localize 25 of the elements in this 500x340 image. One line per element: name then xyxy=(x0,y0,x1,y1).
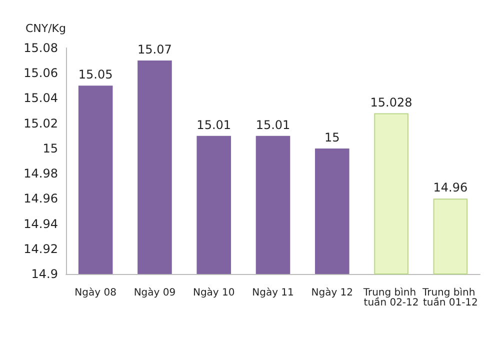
data-label: 15.07 xyxy=(138,42,172,57)
data-label: 15.028 xyxy=(370,95,412,110)
x-tick-label: Ngày 11 xyxy=(252,288,294,298)
x-tick-label: Trung bình tuần 01-12 xyxy=(421,288,478,308)
x-tick-label: Ngày 08 xyxy=(74,288,116,298)
y-tick-label: 14.94 xyxy=(24,216,58,231)
x-tick-label: Ngày 10 xyxy=(192,288,235,298)
data-label: 15 xyxy=(324,130,340,144)
y-tick-label: 15.02 xyxy=(24,116,58,130)
x-tick-label: Ngày 09 xyxy=(134,288,176,298)
data-label: 15.01 xyxy=(196,118,232,132)
x-tick-label: Ngày 12 xyxy=(311,288,354,298)
y-tick-label: 14.9 xyxy=(31,267,58,281)
y-tick-label: 14.96 xyxy=(24,192,58,206)
y-tick-label: 15.08 xyxy=(24,41,58,55)
x-tick-label: Trung bình tuần 02-12 xyxy=(362,288,420,308)
y-tick-label: 14.98 xyxy=(24,166,58,181)
y-tick-label: 15.06 xyxy=(24,66,58,80)
data-label: 15.01 xyxy=(256,118,290,132)
data-label: 15.05 xyxy=(78,68,113,82)
y-tick-label: 15 xyxy=(42,141,58,156)
y-axis-title: CNY/Kg xyxy=(25,22,66,35)
y-tick-label: 14.92 xyxy=(24,242,58,256)
data-label: 14.96 xyxy=(433,180,468,195)
y-tick-label: 15.04 xyxy=(24,91,58,106)
